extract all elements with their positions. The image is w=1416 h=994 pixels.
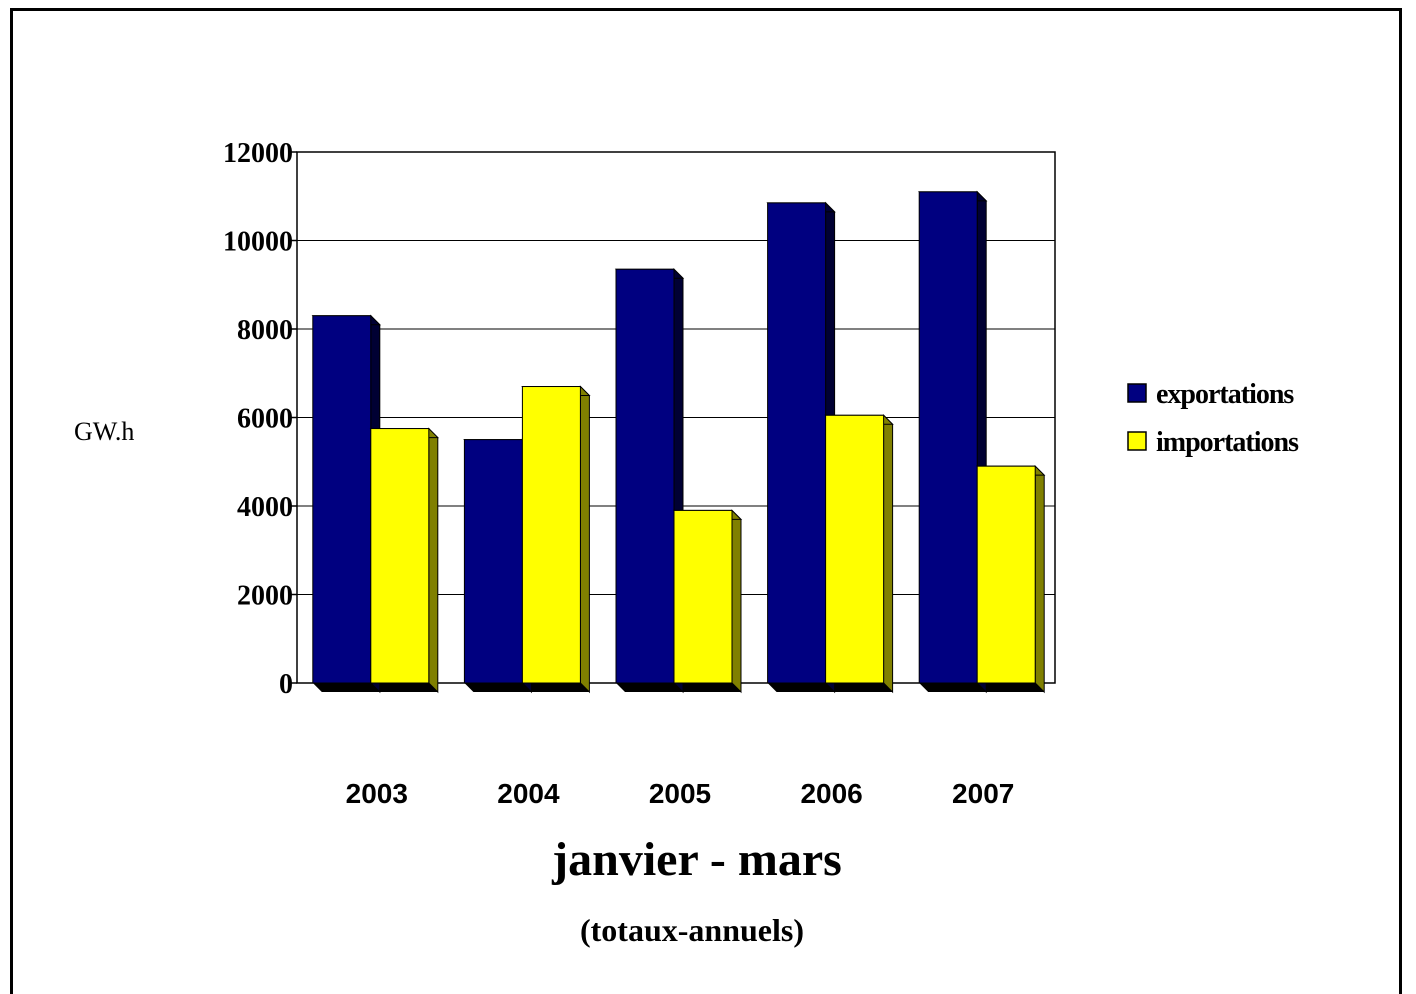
bar-exportations-2007 [918,191,978,684]
bar-side-importations-2003 [428,427,439,694]
bar-importations-2003 [370,428,430,684]
y-tick-labels: 0 2000 4000 6000 8000 10000 12000 [223,138,297,700]
legend: exportations importations [1127,379,1300,458]
bars [311,190,1046,694]
bar-exportations-2005 [615,268,675,684]
bar-importations-2005 [673,509,733,684]
y-tick-label: 8000 [237,315,293,346]
bar-importations-2007 [976,465,1036,684]
legend-label-importations: importations [1156,427,1299,458]
chart-frame [10,8,1402,994]
bar-side-importations-2005 [731,509,742,694]
x-tick-labels: 2003 2004 2005 2006 2007 [346,778,1015,809]
chart-title: janvier - mars [551,833,842,886]
x-tick-label: 2006 [800,778,862,809]
x-tick-label: 2003 [346,778,408,809]
y-tick-label: 2000 [237,581,293,612]
bar-exportations-2004 [463,439,523,684]
y-tick-label: 4000 [237,492,293,523]
bar-importations-2006 [825,414,885,684]
legend-swatch-importations [1127,431,1147,451]
bar-exportations-2003 [312,315,372,684]
bar-side-importations-2004 [579,385,590,694]
x-tick-label: 2007 [952,778,1014,809]
legend-label-exportations: exportations [1156,379,1294,410]
y-tick-label: 6000 [237,404,293,435]
x-tick-label: 2005 [649,778,711,809]
x-tick-label: 2004 [497,778,560,809]
chart-subtitle: (totaux-annuels) [580,912,804,948]
bar-side-importations-2006 [883,414,894,694]
bar-exportations-2006 [767,202,827,684]
y-tick-label: 0 [279,669,293,700]
y-tick-label: 12000 [223,138,293,169]
legend-swatch-exportations [1127,383,1147,403]
y-tick-label: 10000 [223,227,293,258]
bar-side-importations-2007 [1034,464,1045,694]
y-axis-label: GW.h [74,417,134,446]
bar-importations-2004 [521,386,581,684]
